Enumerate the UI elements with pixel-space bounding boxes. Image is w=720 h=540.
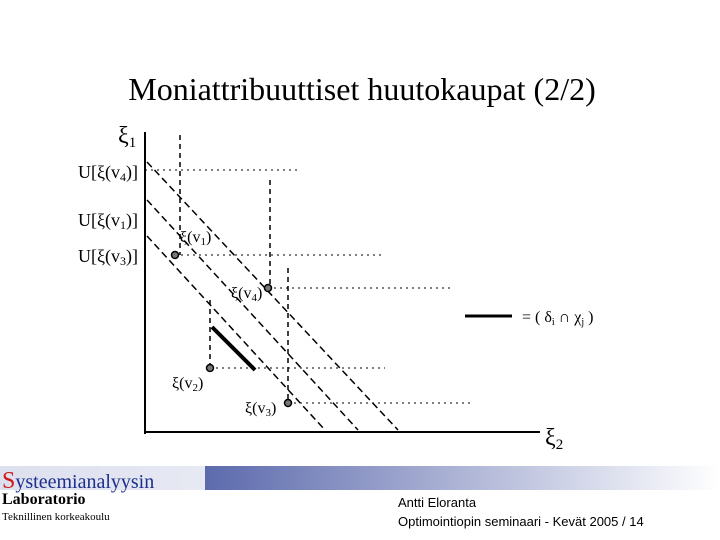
label-base: ξ(v: [180, 229, 200, 246]
legend-part: ∩ χ: [555, 309, 583, 326]
y-label: U[ξ(v4)]: [78, 162, 138, 184]
author: Antti Eloranta: [398, 495, 477, 510]
logo-rest: ysteemianalyysin: [15, 471, 154, 493]
point-label: ξ(v3): [245, 400, 276, 419]
label-tail: ): [271, 400, 276, 417]
label-base: ξ: [118, 123, 129, 149]
label-base: ξ(v: [245, 400, 265, 417]
logo-line3: Teknillinen korkeakoulu: [2, 511, 110, 523]
diagram: [144, 132, 540, 434]
label-base: ξ(v: [231, 285, 251, 302]
point-label: ξ(v1): [180, 229, 211, 248]
utility-line: [146, 235, 326, 431]
legend-label: = ( δi ∩ χj ): [522, 309, 593, 328]
y-axis-label: ξ1: [118, 123, 136, 151]
label-base: U[ξ(v: [78, 246, 120, 267]
label-sub: 2: [556, 437, 564, 453]
legend-sub: i: [552, 317, 555, 328]
label-base: U[ξ(v: [78, 210, 120, 231]
utility-lines: [146, 161, 399, 431]
labels: ξ1 ξ2 U[ξ(v4)] U[ξ(v1)] U[ξ(v3)] ξ(v1) ξ…: [78, 123, 593, 453]
intersection-segment: [210, 325, 257, 372]
logo-initial: S: [2, 468, 15, 494]
point-label: ξ(v4): [231, 285, 262, 304]
point: [263, 283, 273, 293]
legend-part: ): [584, 309, 593, 326]
logo: Systeemianalyysin: [2, 468, 154, 494]
label-sub: 1: [129, 135, 137, 151]
label-tail: )]: [126, 246, 138, 267]
label-sub: 1: [200, 236, 206, 248]
logo-line2: Laboratorio: [2, 491, 86, 508]
label-tail: ): [206, 229, 211, 246]
label-base: U[ξ(v: [78, 162, 120, 183]
label-tail: )]: [126, 162, 138, 183]
label-sub: 4: [120, 170, 126, 184]
event: Optimointiopin seminaari - Kevät 2005 / …: [398, 514, 644, 529]
utility-line: [146, 161, 399, 431]
logo-box: [0, 466, 205, 490]
y-label: U[ξ(v3)]: [78, 246, 138, 268]
utility-line: [146, 199, 359, 431]
legend-sub: j: [580, 317, 584, 328]
point: [283, 398, 293, 408]
vertical-guides: [179, 135, 289, 403]
footer: Systeemianalyysin Laboratorio Teknilline…: [0, 466, 720, 529]
x-axis-label: ξ2: [545, 425, 563, 453]
y-label: U[ξ(v1)]: [78, 210, 138, 232]
point: [170, 250, 180, 260]
label-sub: 2: [192, 382, 198, 394]
label-sub: 1: [120, 218, 126, 232]
label-sub: 4: [251, 292, 257, 304]
label-base: ξ(v: [172, 375, 192, 392]
label-tail: ): [257, 285, 262, 302]
legend-part: = ( δ: [522, 309, 552, 326]
slide-title: Moniattribuuttiset huutokaupat (2/2): [128, 71, 595, 107]
label-base: ξ: [545, 425, 556, 451]
label-sub: 3: [120, 254, 126, 268]
horizontal-guides: [145, 169, 470, 404]
points: [170, 250, 293, 408]
point-label: ξ(v2): [172, 375, 203, 394]
label-tail: )]: [126, 210, 138, 231]
point: [205, 363, 215, 373]
label-tail: ): [198, 375, 203, 392]
label-sub: 3: [265, 407, 271, 419]
